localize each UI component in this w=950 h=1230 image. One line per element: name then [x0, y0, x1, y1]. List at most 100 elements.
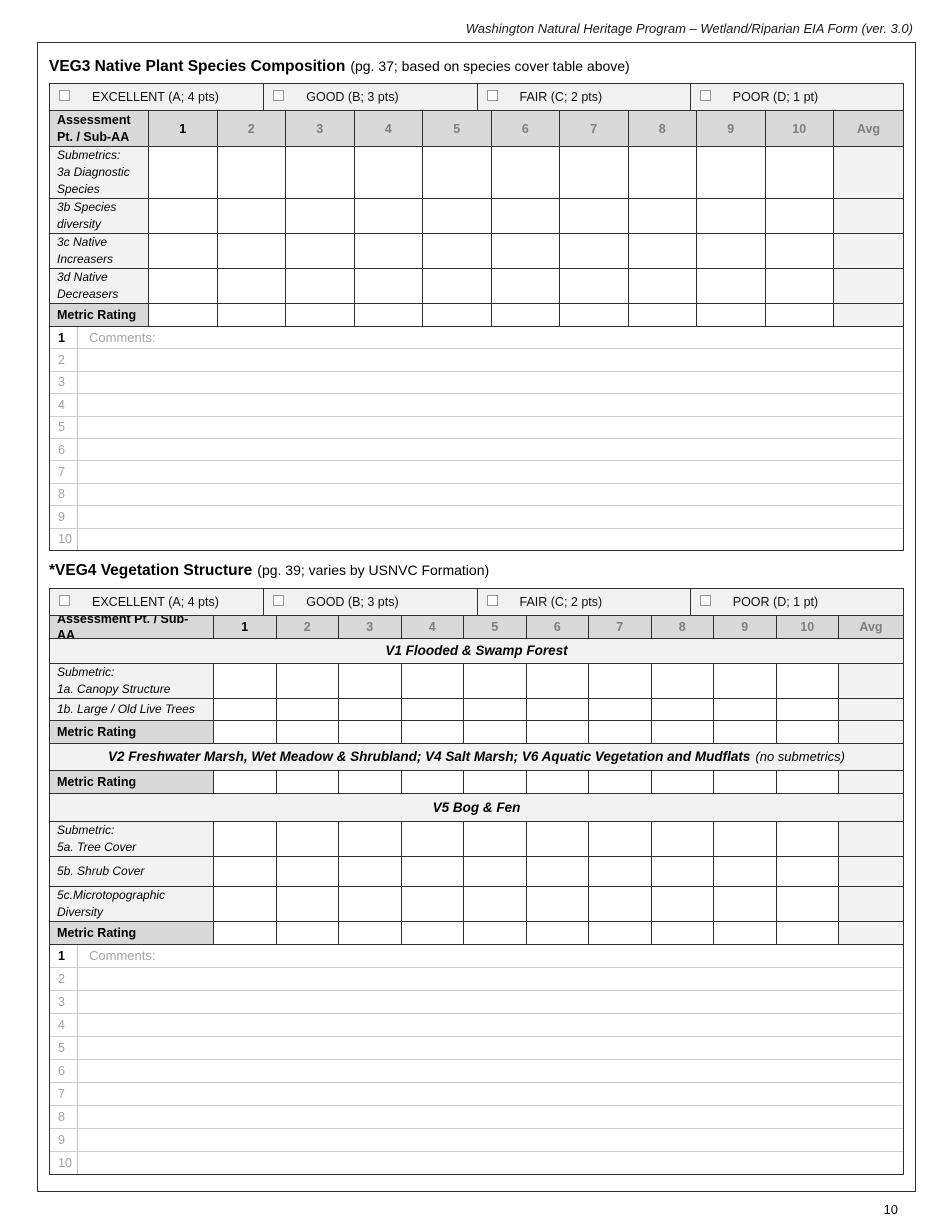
score-cell[interactable]: [213, 856, 276, 886]
score-cell[interactable]: [588, 921, 651, 944]
avg-cell[interactable]: [838, 821, 903, 856]
avg-cell[interactable]: [833, 304, 903, 326]
score-cell[interactable]: [213, 821, 276, 856]
score-cell[interactable]: [650, 921, 713, 944]
score-cell[interactable]: [338, 770, 401, 793]
score-cell[interactable]: [525, 921, 588, 944]
score-cell[interactable]: [764, 304, 833, 326]
score-cell[interactable]: [627, 269, 696, 303]
comment-input-line[interactable]: [78, 417, 903, 438]
score-cell[interactable]: [463, 663, 526, 698]
avg-cell[interactable]: [833, 269, 903, 303]
comment-input-line[interactable]: [78, 394, 903, 415]
score-cell[interactable]: [525, 770, 588, 793]
score-cell[interactable]: [353, 234, 422, 268]
checkbox-icon[interactable]: [486, 90, 498, 101]
score-cell[interactable]: [713, 921, 776, 944]
score-cell[interactable]: [422, 269, 491, 303]
score-cell[interactable]: [696, 304, 765, 326]
comment-input-line[interactable]: [78, 1106, 903, 1128]
score-cell[interactable]: [213, 698, 276, 720]
score-cell[interactable]: [353, 269, 422, 303]
comment-input-line[interactable]: [78, 968, 903, 990]
score-cell[interactable]: [559, 234, 628, 268]
score-cell[interactable]: [338, 663, 401, 698]
comment-input-line[interactable]: [78, 1152, 903, 1174]
score-cell[interactable]: [627, 199, 696, 233]
score-cell[interactable]: [400, 821, 463, 856]
score-cell[interactable]: [285, 147, 354, 198]
comment-input-line[interactable]: [78, 1037, 903, 1059]
comment-input-line[interactable]: [78, 349, 903, 370]
checkbox-icon[interactable]: [59, 594, 70, 606]
score-cell[interactable]: [775, 821, 838, 856]
score-cell[interactable]: [285, 234, 354, 268]
score-cell[interactable]: [275, 698, 338, 720]
score-cell[interactable]: [213, 720, 276, 743]
score-cell[interactable]: [525, 821, 588, 856]
score-cell[interactable]: [338, 921, 401, 944]
score-cell[interactable]: [588, 698, 651, 720]
comment-input-line[interactable]: [78, 1083, 903, 1105]
score-cell[interactable]: [650, 663, 713, 698]
score-cell[interactable]: [650, 856, 713, 886]
score-cell[interactable]: [463, 821, 526, 856]
score-cell[interactable]: [338, 856, 401, 886]
comment-input-line[interactable]: [78, 1060, 903, 1082]
score-cell[interactable]: [285, 269, 354, 303]
score-cell[interactable]: [275, 886, 338, 921]
score-cell[interactable]: [525, 663, 588, 698]
score-cell[interactable]: [650, 770, 713, 793]
comment-input-line[interactable]: [78, 439, 903, 460]
score-cell[interactable]: [775, 886, 838, 921]
score-cell[interactable]: [490, 234, 559, 268]
score-cell[interactable]: [627, 234, 696, 268]
comment-input-line[interactable]: [78, 1129, 903, 1151]
score-cell[interactable]: [213, 886, 276, 921]
score-cell[interactable]: [400, 663, 463, 698]
score-cell[interactable]: [213, 921, 276, 944]
score-cell[interactable]: [588, 886, 651, 921]
score-cell[interactable]: [650, 720, 713, 743]
score-cell[interactable]: [713, 770, 776, 793]
score-cell[interactable]: [216, 269, 285, 303]
score-cell[interactable]: [696, 199, 765, 233]
avg-cell[interactable]: [833, 234, 903, 268]
score-cell[interactable]: [463, 856, 526, 886]
comment-input-line[interactable]: [78, 506, 903, 527]
score-cell[interactable]: [490, 269, 559, 303]
score-cell[interactable]: [490, 199, 559, 233]
comment-input-line[interactable]: Comments:: [89, 330, 156, 346]
score-cell[interactable]: [285, 304, 354, 326]
score-cell[interactable]: [148, 234, 217, 268]
score-cell[interactable]: [213, 663, 276, 698]
score-cell[interactable]: [285, 199, 354, 233]
score-cell[interactable]: [559, 199, 628, 233]
score-cell[interactable]: [353, 199, 422, 233]
score-cell[interactable]: [400, 720, 463, 743]
score-cell[interactable]: [627, 147, 696, 198]
score-cell[interactable]: [216, 199, 285, 233]
checkbox-icon[interactable]: [699, 90, 711, 101]
score-cell[interactable]: [275, 921, 338, 944]
score-cell[interactable]: [490, 304, 559, 326]
score-cell[interactable]: [422, 304, 491, 326]
score-cell[interactable]: [275, 821, 338, 856]
comment-input-line[interactable]: Comments:: [89, 948, 156, 964]
score-cell[interactable]: [525, 720, 588, 743]
avg-cell[interactable]: [838, 770, 903, 793]
score-cell[interactable]: [627, 304, 696, 326]
score-cell[interactable]: [559, 269, 628, 303]
score-cell[interactable]: [559, 304, 628, 326]
score-cell[interactable]: [400, 921, 463, 944]
score-cell[interactable]: [713, 663, 776, 698]
score-cell[interactable]: [713, 886, 776, 921]
avg-cell[interactable]: [838, 886, 903, 921]
score-cell[interactable]: [400, 698, 463, 720]
score-cell[interactable]: [696, 147, 765, 198]
score-cell[interactable]: [216, 304, 285, 326]
comment-input-line[interactable]: [78, 529, 903, 550]
score-cell[interactable]: [148, 199, 217, 233]
score-cell[interactable]: [764, 147, 833, 198]
comment-input-line[interactable]: [78, 1014, 903, 1036]
